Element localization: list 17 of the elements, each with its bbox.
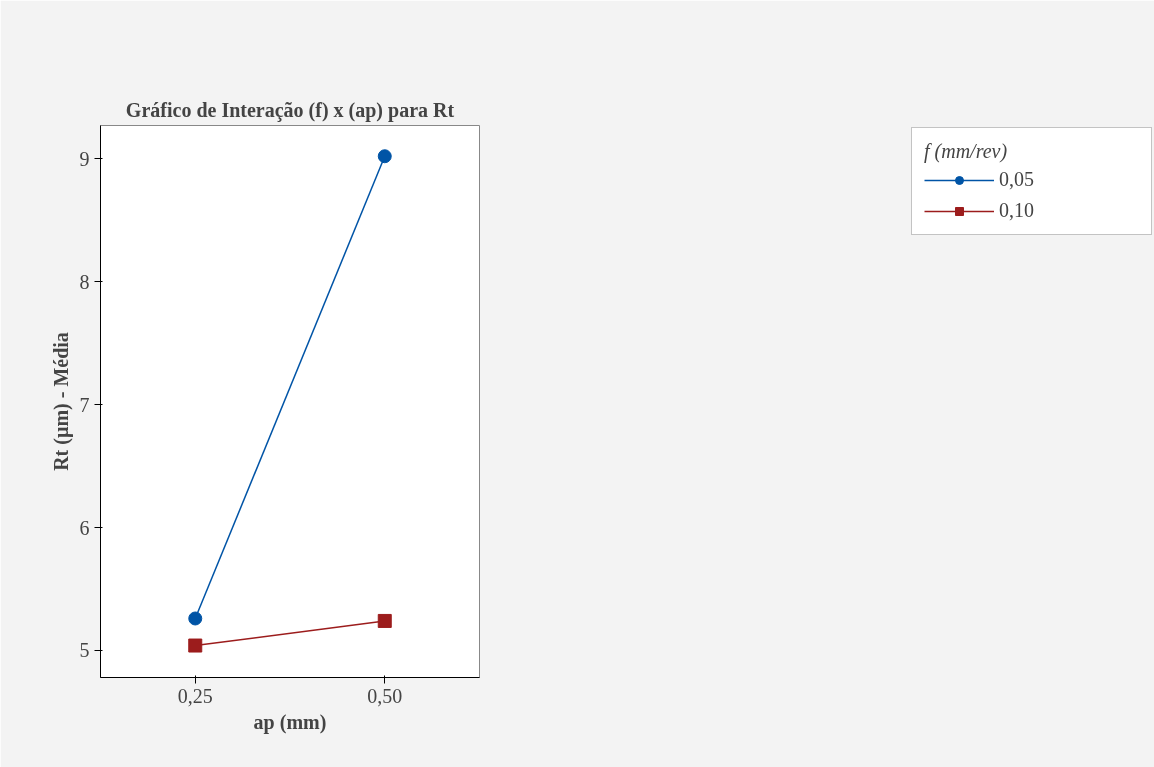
point bbox=[188, 638, 203, 653]
legend-title: f (mm/rev) bbox=[924, 140, 1009, 163]
y-tick-label: 9 bbox=[79, 147, 90, 170]
chart-title: Gráfico de Interação (f) x (ap) para Rt bbox=[125, 98, 455, 122]
x-tick-label: 0,25 bbox=[177, 684, 213, 707]
y-tick-label: 6 bbox=[79, 516, 90, 539]
point bbox=[377, 613, 392, 628]
y-tick-label: 7 bbox=[79, 393, 90, 416]
legend-label: 0,10 bbox=[999, 199, 1035, 222]
x-tick-label: 0,50 bbox=[367, 684, 403, 707]
y-tick-label: 5 bbox=[79, 639, 90, 662]
point bbox=[377, 149, 392, 164]
point bbox=[188, 611, 203, 626]
y-axis-title: Rt (µm) - Média bbox=[49, 332, 73, 471]
legend-label: 0,05 bbox=[999, 168, 1035, 191]
x-axis-title: ap (mm) bbox=[253, 710, 327, 734]
y-tick-label: 8 bbox=[79, 270, 90, 293]
